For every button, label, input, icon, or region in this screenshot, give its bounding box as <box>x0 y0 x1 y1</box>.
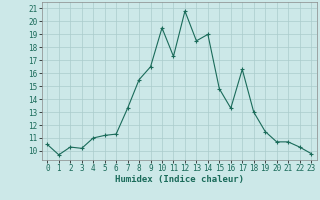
X-axis label: Humidex (Indice chaleur): Humidex (Indice chaleur) <box>115 175 244 184</box>
